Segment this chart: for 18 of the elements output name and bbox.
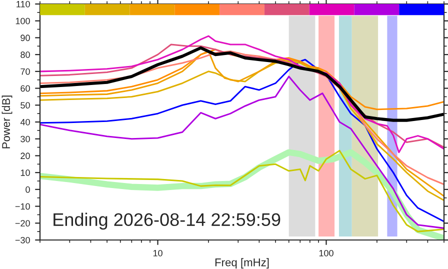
y-tick-label: 80: [20, 52, 30, 58]
y-tick-label: 100: [16, 18, 30, 24]
y-tick-label: 110: [16, 0, 30, 8]
y-tick-label: −30: [15, 236, 30, 244]
annotation: Ending 2026-08-14 22:59:59: [54, 212, 280, 230]
y-tick-label: 20: [20, 152, 30, 160]
y-tick-label: 0: [26, 186, 30, 193]
y-tick-label: −10: [15, 203, 30, 210]
y-tick-label: 10: [20, 170, 30, 176]
x-axis-title: Freq [mHz]: [215, 258, 269, 268]
y-tick-label: 30: [20, 136, 30, 142]
y-tick-label: 70: [20, 68, 30, 75]
y-tick-label: 50: [20, 102, 30, 109]
y-tick-label: 90: [20, 34, 30, 42]
y-tick-label: 60: [20, 85, 30, 92]
y-tick-label: −20: [15, 220, 30, 227]
y-axis-title: Power [dB]: [2, 96, 12, 148]
y-tick-label: 40: [20, 118, 30, 126]
